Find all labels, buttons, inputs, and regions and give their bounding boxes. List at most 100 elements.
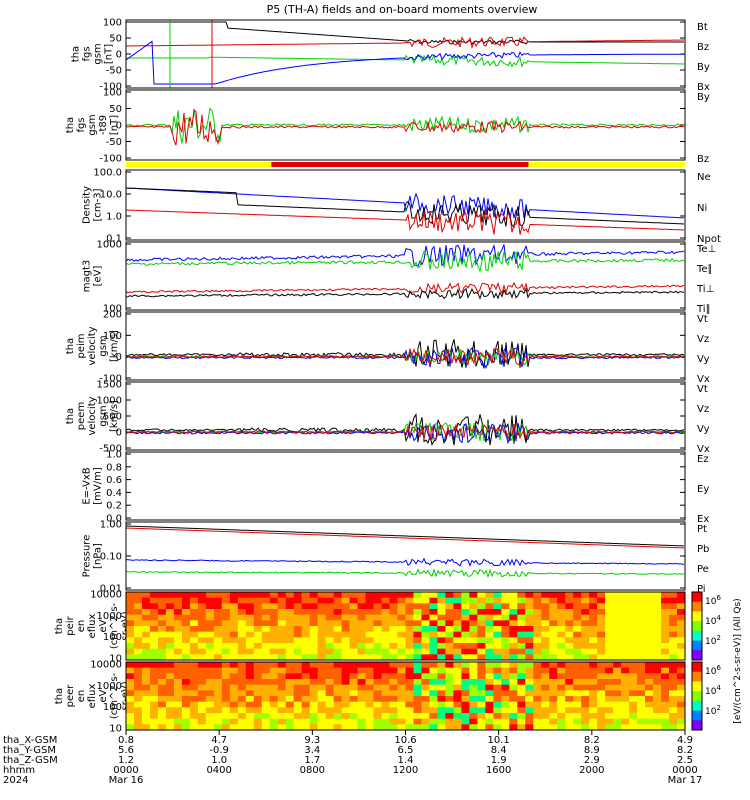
spectrogram-cell [141, 637, 151, 644]
spectrogram-cell [653, 718, 662, 725]
spectrogram-cell [397, 620, 406, 627]
spectrogram-cell [149, 707, 159, 714]
spectrogram-cell [405, 667, 414, 674]
spectrogram-cell [349, 662, 359, 669]
spectrogram-cell [381, 609, 391, 616]
spectrogram-cell [421, 713, 430, 720]
spectrogram-cell [229, 713, 239, 720]
ytick-peim: -100 [99, 374, 122, 385]
spectrogram-cell [661, 643, 670, 650]
spectrogram-cell [349, 614, 359, 621]
ytick-peir: 10 [109, 654, 122, 665]
spectrogram-cell [221, 643, 231, 650]
spectrogram-cell [557, 724, 566, 731]
spectrogram-cell [173, 718, 183, 725]
legend-peim: Vt [697, 314, 708, 325]
spectrogram-cell [141, 679, 151, 686]
spectrogram-cell [477, 667, 486, 674]
spectrogram-cell [445, 614, 454, 621]
spectrogram-cell [605, 690, 614, 697]
spectrogram-cell [605, 631, 614, 638]
spectrogram-cell [629, 626, 638, 633]
spectrogram-cell [477, 620, 486, 627]
colorbar-tick-exp: 4 [716, 684, 721, 692]
spectrogram-cell [533, 603, 542, 610]
spectrogram-cell [581, 724, 590, 731]
spectrogram-cell [189, 626, 199, 633]
spectrogram-cell [317, 701, 327, 708]
spectrogram-cell [605, 662, 614, 669]
spectrogram-cell [229, 696, 239, 703]
spectrogram-cell [557, 713, 566, 720]
spectrogram-cell [677, 718, 686, 725]
time-axis: tha_X-GSMtha_Y-GSMtha_Z-GSMhhmm20240.85.… [3, 730, 702, 786]
spectrogram-cell [141, 643, 151, 650]
spectrogram-cell [565, 643, 574, 650]
spectrogram-cell [629, 648, 638, 655]
spectrogram-cell [253, 724, 263, 731]
spectrogram-cell [357, 620, 367, 627]
spectrogram-cell [493, 603, 502, 610]
spectrogram-cell [293, 643, 303, 650]
spectrogram-cell [285, 684, 295, 691]
spectrogram-cell [269, 592, 279, 599]
spectrogram-cell [669, 707, 678, 714]
spectrogram-cell [397, 696, 406, 703]
spectrogram-cell [245, 684, 255, 691]
spectrogram-cell [126, 609, 135, 616]
spectrogram-cell [477, 592, 486, 599]
xaxis-row-label: tha_Y-GSM [3, 745, 56, 756]
spectrogram-cell [261, 662, 271, 669]
spectrogram-cell [357, 614, 367, 621]
spectrogram-cell [133, 626, 143, 633]
spectrogram-cell [301, 718, 311, 725]
spectrogram-cell [349, 654, 359, 661]
spectrogram-cell [333, 637, 343, 644]
spectrogram-cell [549, 631, 558, 638]
spectrogram-cell [605, 713, 614, 720]
spectrogram-cell [597, 648, 606, 655]
spectrogram-cell [357, 667, 367, 674]
spectrogram-cell [461, 684, 470, 691]
spectrogram-cell [269, 662, 279, 669]
spectrogram-cell [645, 690, 654, 697]
ylabel-peer: eV [98, 689, 109, 702]
spectrogram-cell [397, 603, 406, 610]
colorbar-segment [692, 650, 702, 661]
spectrogram-cell [381, 654, 391, 661]
spectrogram-cell [197, 637, 207, 644]
spectrogram-cell [333, 679, 343, 686]
spectrogram-cell [661, 667, 670, 674]
spectrogram-cell [253, 713, 263, 720]
colorbar-segment [692, 630, 702, 642]
spectrogram-cell [597, 724, 606, 731]
spectrogram-cell [205, 684, 215, 691]
spectrogram-cell [213, 631, 223, 638]
spectrogram-cell [285, 597, 295, 604]
spectrogram-cell [613, 673, 622, 680]
spectrogram-cell [621, 592, 630, 599]
spectrogram-cell [381, 679, 391, 686]
spectrogram-cell [325, 713, 335, 720]
spectrogram-cell [645, 603, 654, 610]
spectrogram-cell [133, 592, 143, 599]
spectrogram-cell [541, 696, 550, 703]
spectrogram-cell [365, 673, 375, 680]
spectrogram-cell [429, 609, 438, 616]
spectrogram-cell [573, 690, 582, 697]
spectrogram-cell [429, 648, 438, 655]
spectrogram-cell [189, 690, 199, 697]
ytick-temp: 1000 [97, 240, 122, 251]
spectrogram-cell [437, 718, 446, 725]
spectrogram-cell [485, 609, 494, 616]
spectrogram-cell [589, 667, 598, 674]
spectrogram-cell [613, 631, 622, 638]
ylabel-fgs: tha [71, 46, 82, 62]
spectrogram-cell [653, 713, 662, 720]
spectrogram-cell [293, 713, 303, 720]
ytick-fgs: -50 [106, 66, 122, 77]
spectrogram-cell [589, 603, 598, 610]
spectrogram-cell [517, 614, 526, 621]
ylabel-peem: [km/s] [109, 400, 120, 432]
